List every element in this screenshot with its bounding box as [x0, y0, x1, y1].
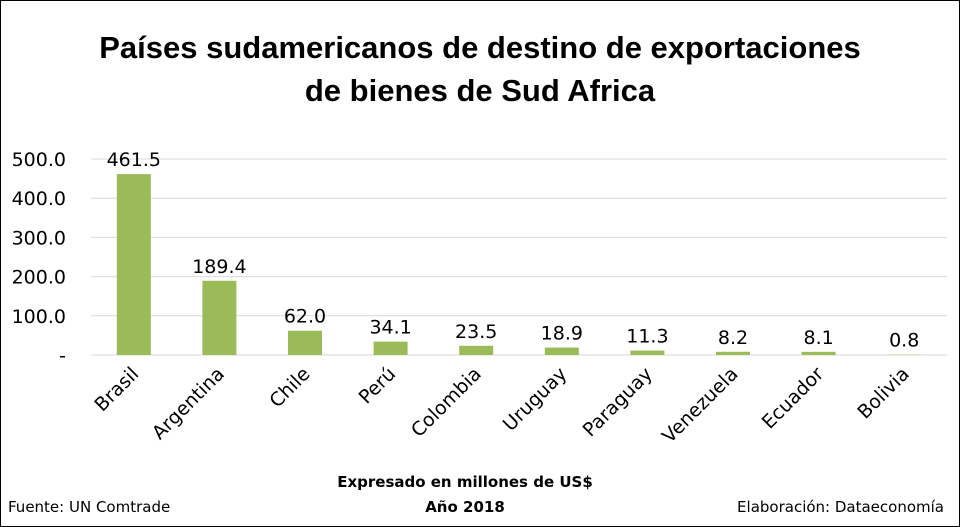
data-label: 34.1 — [369, 317, 411, 339]
y-tick-label: - — [59, 345, 66, 367]
data-label: 461.5 — [107, 149, 161, 171]
bar — [288, 330, 322, 355]
chart-title-line-1: Países sudamericanos de destino de expor… — [99, 30, 861, 65]
data-label: 11.3 — [626, 326, 668, 348]
x-tick-label: Ecuador — [758, 363, 829, 434]
data-label: 8.2 — [718, 327, 748, 349]
x-tick-label: Brasil — [90, 363, 143, 416]
y-tick-label: 200.0 — [12, 267, 66, 289]
data-label: 189.4 — [192, 256, 246, 278]
y-tick-label: 500.0 — [12, 149, 66, 171]
x-tick-label: Chile — [265, 363, 314, 412]
bar — [544, 347, 579, 355]
data-label: 62.0 — [284, 306, 326, 328]
bar — [459, 345, 494, 355]
data-label: 23.5 — [455, 321, 497, 343]
year-note: Año 2018 — [425, 498, 505, 516]
bar — [716, 351, 750, 355]
chart-title-line-2: de bienes de Sud Africa — [304, 73, 656, 108]
credit-note: Elaboración: Dataeconomía — [737, 498, 944, 516]
x-tick-label: Paraguay — [579, 363, 657, 441]
x-tick-label: Argentina — [148, 363, 229, 444]
source-note: Fuente: UN Comtrade — [8, 498, 171, 516]
x-tick-label: Perú — [355, 363, 400, 408]
x-tick-label: Bolivia — [853, 363, 913, 423]
x-tick-label: Uruguay — [499, 363, 572, 436]
bar — [202, 280, 237, 355]
bar — [630, 350, 665, 355]
y-tick-label: 400.0 — [12, 188, 66, 210]
data-label: 18.9 — [541, 323, 583, 345]
bar — [116, 174, 151, 355]
data-label: 8.1 — [803, 327, 833, 349]
unit-note: Expresado en millones de US$ — [337, 473, 593, 491]
data-label: 0.8 — [889, 330, 919, 352]
x-tick-label: Venezuela — [658, 363, 743, 448]
y-tick-label: 100.0 — [12, 306, 66, 328]
x-tick-label: Colombia — [407, 363, 486, 442]
bar — [801, 351, 836, 355]
bar — [373, 341, 408, 355]
y-tick-label: 300.0 — [12, 227, 66, 249]
